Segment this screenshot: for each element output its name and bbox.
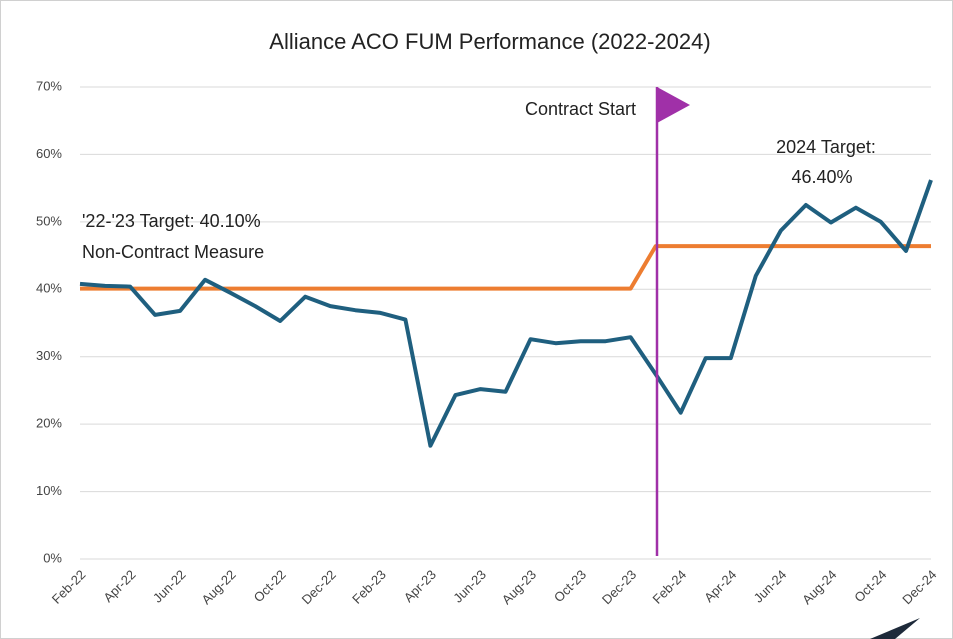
y-tick-label: 70% (36, 78, 62, 93)
y-tick-label: 40% (36, 281, 62, 296)
y-tick-label: 10% (36, 483, 62, 498)
annotation: Contract Start (525, 99, 636, 119)
decoration (870, 618, 920, 639)
y-tick-label: 20% (36, 416, 62, 431)
y-tick-label: 50% (36, 213, 62, 228)
chart-title: Alliance ACO FUM Performance (2022-2024) (269, 29, 710, 54)
annotation: 2024 Target: (776, 137, 876, 157)
y-tick-label: 30% (36, 348, 62, 363)
annotation: '22-'23 Target: 40.10% (82, 211, 261, 231)
contract-flag (657, 87, 690, 123)
y-tick-label: 0% (43, 550, 62, 565)
annotation: 46.40% (791, 167, 852, 187)
annotation: Non-Contract Measure (82, 242, 264, 262)
y-tick-label: 60% (36, 146, 62, 161)
data-line (79, 179, 933, 448)
